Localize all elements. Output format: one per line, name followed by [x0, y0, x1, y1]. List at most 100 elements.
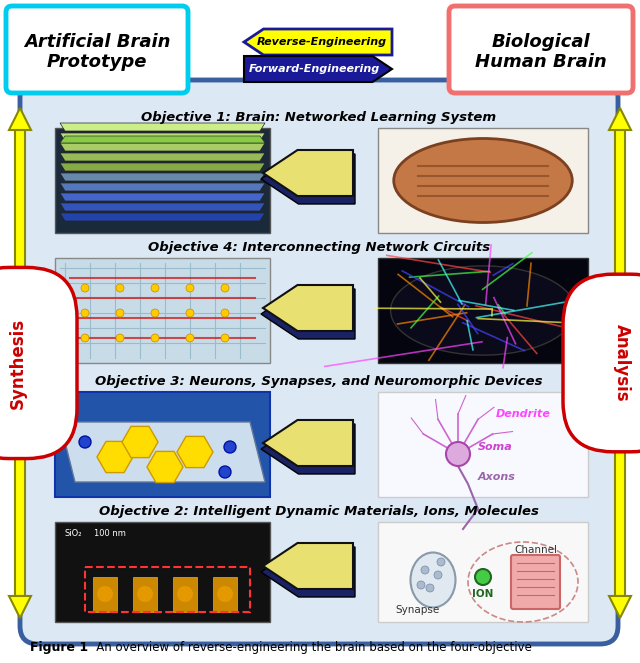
Circle shape [421, 566, 429, 574]
Ellipse shape [390, 266, 575, 355]
Polygon shape [60, 203, 265, 211]
Circle shape [151, 334, 159, 342]
Text: Soma: Soma [478, 442, 513, 452]
Text: Reverse-Engineering: Reverse-Engineering [257, 37, 387, 47]
Polygon shape [263, 150, 353, 196]
Circle shape [221, 309, 229, 317]
Circle shape [217, 586, 233, 602]
FancyBboxPatch shape [511, 555, 560, 609]
Circle shape [221, 334, 229, 342]
FancyBboxPatch shape [378, 258, 588, 363]
Circle shape [219, 466, 231, 478]
Text: An overview of reverse-engineering the brain based on the four-objective: An overview of reverse-engineering the b… [85, 642, 532, 654]
Polygon shape [60, 213, 265, 221]
FancyBboxPatch shape [55, 128, 270, 233]
FancyBboxPatch shape [378, 128, 588, 233]
Text: Channel: Channel [515, 545, 557, 555]
Polygon shape [263, 543, 353, 589]
Polygon shape [9, 108, 31, 130]
Circle shape [81, 309, 89, 317]
Polygon shape [173, 577, 197, 612]
Text: Objective 3: Neurons, Synapses, and Neuromorphic Devices: Objective 3: Neurons, Synapses, and Neur… [95, 375, 543, 389]
Text: Forward-Engineering: Forward-Engineering [248, 64, 380, 74]
Circle shape [224, 441, 236, 453]
FancyBboxPatch shape [378, 522, 588, 622]
Polygon shape [60, 422, 265, 482]
Text: Biological
Human Brain: Biological Human Brain [475, 32, 607, 72]
Text: SiO₂: SiO₂ [64, 530, 82, 538]
Polygon shape [244, 56, 392, 82]
Polygon shape [15, 130, 25, 596]
Text: 100 nm: 100 nm [94, 530, 126, 538]
Circle shape [81, 284, 89, 292]
Polygon shape [60, 173, 265, 181]
Circle shape [186, 309, 194, 317]
Polygon shape [147, 452, 183, 483]
Polygon shape [609, 108, 631, 130]
FancyBboxPatch shape [20, 80, 618, 644]
Polygon shape [93, 577, 117, 612]
Circle shape [116, 284, 124, 292]
FancyBboxPatch shape [55, 258, 270, 363]
Polygon shape [60, 193, 265, 201]
Circle shape [417, 581, 425, 589]
Circle shape [426, 584, 434, 592]
Text: Axons: Axons [478, 472, 516, 482]
Polygon shape [263, 285, 353, 331]
Text: Synthesis: Synthesis [9, 318, 27, 408]
Polygon shape [60, 163, 265, 171]
Text: Artificial Brain
Prototype: Artificial Brain Prototype [24, 32, 170, 72]
Polygon shape [263, 420, 353, 466]
Polygon shape [213, 577, 237, 612]
Polygon shape [261, 547, 355, 597]
Polygon shape [177, 436, 213, 467]
Text: Synapse: Synapse [396, 605, 440, 615]
FancyBboxPatch shape [55, 392, 270, 497]
Circle shape [186, 334, 194, 342]
Polygon shape [60, 123, 265, 131]
FancyBboxPatch shape [449, 6, 633, 93]
Polygon shape [244, 29, 392, 55]
Text: Analysis: Analysis [613, 324, 631, 402]
Circle shape [137, 586, 153, 602]
Text: Figure 1: Figure 1 [30, 642, 88, 654]
Polygon shape [9, 596, 31, 618]
Polygon shape [615, 130, 625, 596]
Text: Objective 1: Brain: Networked Learning System: Objective 1: Brain: Networked Learning S… [141, 111, 497, 125]
Circle shape [81, 334, 89, 342]
Circle shape [116, 309, 124, 317]
Circle shape [177, 586, 193, 602]
Polygon shape [261, 154, 355, 204]
Circle shape [79, 436, 91, 448]
Ellipse shape [394, 139, 572, 223]
Text: Objective 4: Interconnecting Network Circuits: Objective 4: Interconnecting Network Cir… [148, 241, 490, 255]
Polygon shape [133, 577, 157, 612]
Circle shape [151, 284, 159, 292]
FancyBboxPatch shape [6, 6, 188, 93]
Polygon shape [60, 183, 265, 191]
Text: ION: ION [472, 589, 493, 599]
Polygon shape [60, 133, 265, 141]
Circle shape [186, 284, 194, 292]
Circle shape [151, 309, 159, 317]
Polygon shape [60, 136, 265, 143]
Polygon shape [97, 442, 133, 473]
Circle shape [437, 558, 445, 566]
Text: Dendrite: Dendrite [496, 409, 551, 419]
Polygon shape [122, 426, 158, 457]
Ellipse shape [410, 552, 456, 607]
FancyBboxPatch shape [378, 392, 588, 497]
Circle shape [97, 586, 113, 602]
Polygon shape [261, 289, 355, 339]
Circle shape [446, 442, 470, 466]
Circle shape [116, 334, 124, 342]
Bar [85, 567, 250, 612]
Polygon shape [60, 153, 265, 161]
Polygon shape [60, 143, 265, 151]
FancyBboxPatch shape [55, 522, 270, 622]
Circle shape [475, 569, 491, 585]
Polygon shape [261, 424, 355, 474]
Circle shape [221, 284, 229, 292]
Circle shape [434, 571, 442, 579]
Text: Objective 2: Intelligent Dynamic Materials, Ions, Molecules: Objective 2: Intelligent Dynamic Materia… [99, 505, 539, 518]
